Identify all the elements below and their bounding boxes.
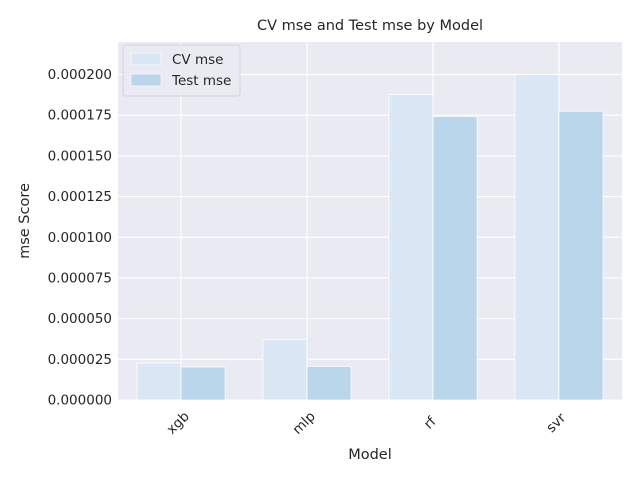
legend-swatch <box>130 52 162 66</box>
x-axis-label: Model <box>348 447 392 463</box>
bar-mlp-series-0 <box>262 338 308 401</box>
x-tick-label: mlp <box>290 409 319 438</box>
y-tick-labels: 0.000000 0.000025 0.000050 0.000075 0.000100… <box>48 67 112 408</box>
x-tick-label: xgb <box>164 409 193 438</box>
bar-rf-series-1 <box>432 115 478 401</box>
y-tick-label: 0.000100 <box>48 230 112 246</box>
bar-svr-series-0 <box>514 74 560 401</box>
y-tick-label: 0.000200 <box>48 67 112 83</box>
y-tick-label: 0.000175 <box>48 108 112 124</box>
x-tick-label: rf <box>421 413 440 432</box>
y-tick-label: 0.000150 <box>48 148 112 164</box>
y-tick-label: 0.000075 <box>48 270 112 286</box>
chart-title: CV mse and Test mse by Model <box>257 18 483 34</box>
y-axis-label: mse Score <box>17 183 33 259</box>
bar-xgb-series-1 <box>180 366 226 401</box>
x-tick-labels: xgb mlp rf svr <box>164 409 570 438</box>
bars-group <box>136 74 604 401</box>
legend-label: Test mse <box>171 73 231 89</box>
y-tick-label: 0.000000 <box>48 393 112 409</box>
bar-mlp-series-1 <box>306 365 352 401</box>
y-tick-label: 0.000025 <box>48 352 112 368</box>
x-tick-label: svr <box>543 410 569 436</box>
legend-label: CV mse <box>172 52 223 68</box>
bar-rf-series-0 <box>388 93 434 401</box>
y-tick-label: 0.000050 <box>48 311 112 327</box>
bar-xgb-series-0 <box>136 362 182 401</box>
legend: CV mse Test mse <box>122 44 241 97</box>
bar-svr-series-1 <box>558 110 604 401</box>
legend-swatch <box>130 73 162 87</box>
y-tick-label: 0.000125 <box>48 189 112 205</box>
